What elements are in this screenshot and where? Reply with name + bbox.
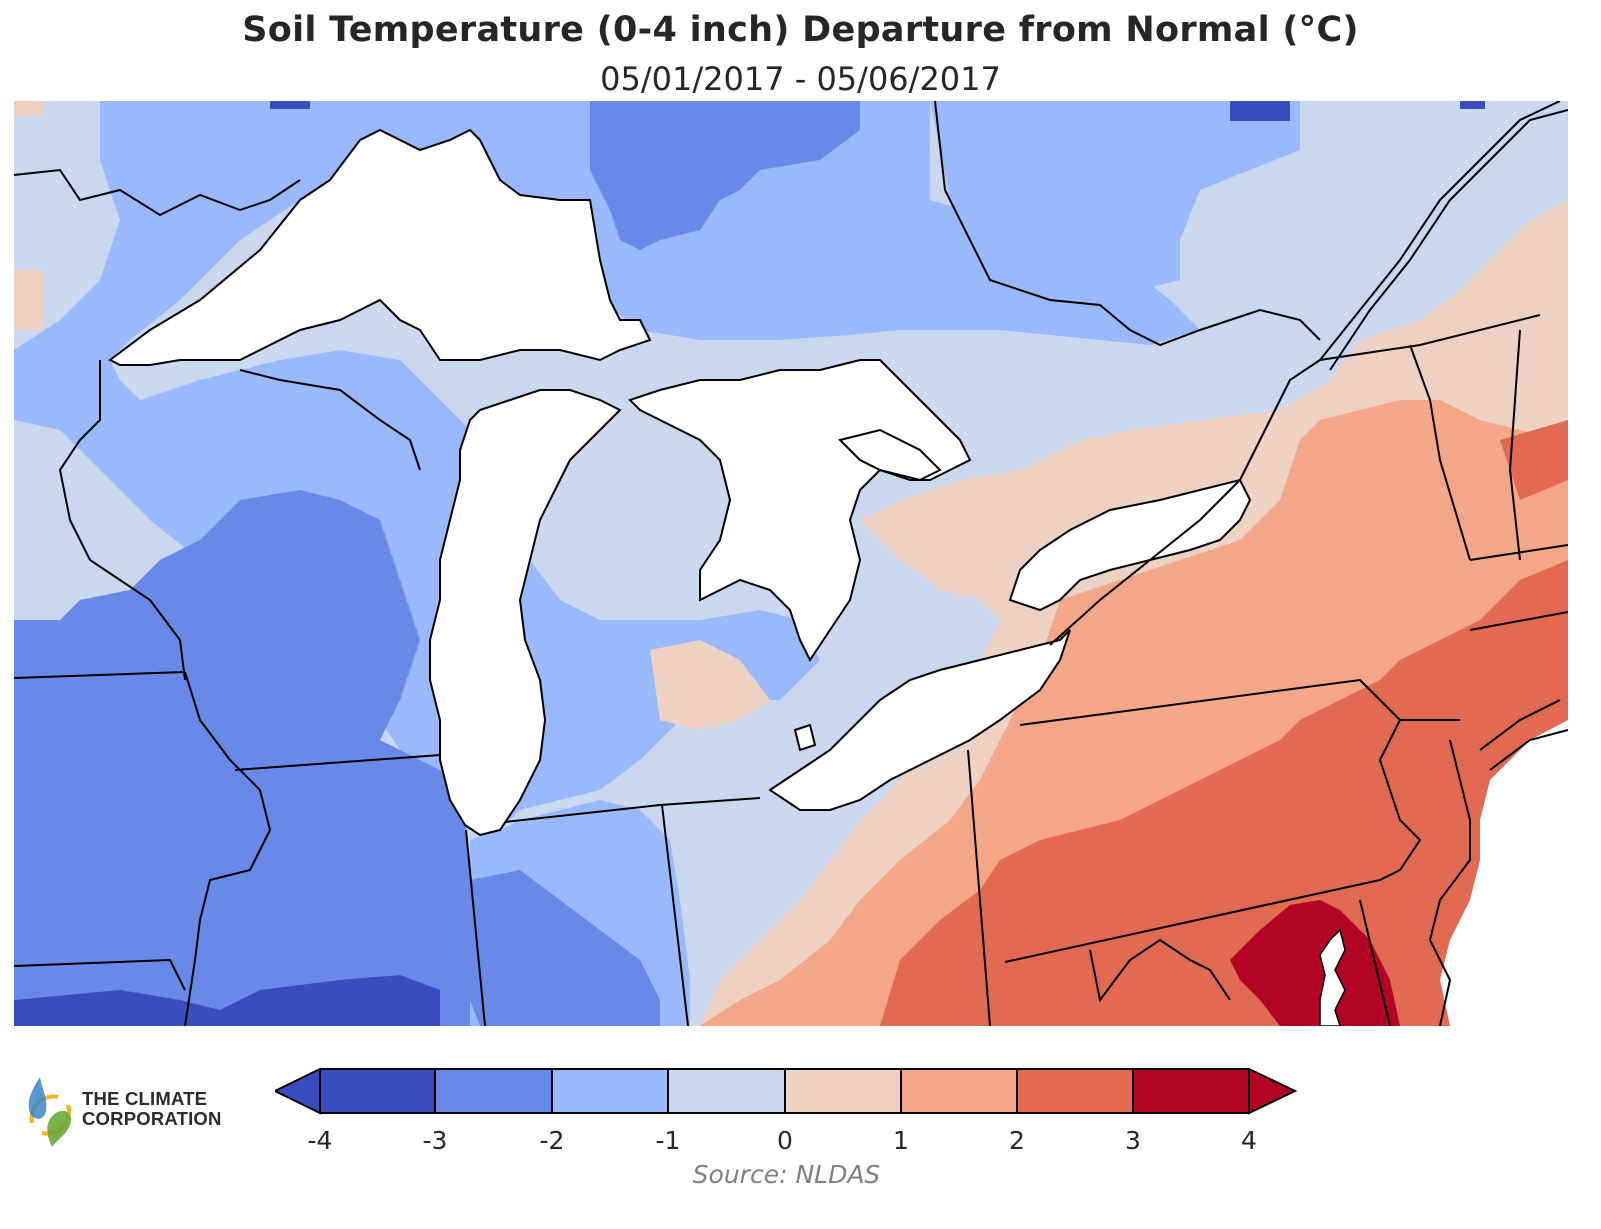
- colorbar-tick: 3: [1125, 1126, 1141, 1155]
- colorbar-bin-1: [319, 1068, 436, 1114]
- colorbar-extend-low: [272, 1067, 321, 1115]
- region-3-4: [1230, 900, 1400, 1026]
- lake-superior: [108, 128, 652, 366]
- soil-temperature-map: [14, 101, 1568, 1026]
- colorbar-tick: -3: [422, 1126, 448, 1155]
- colorbar-bin-4: [667, 1068, 786, 1114]
- colorbar-tick: 0: [777, 1126, 793, 1155]
- logo-line-2: CORPORATION: [82, 1108, 222, 1129]
- lake-ontario: [1008, 478, 1252, 612]
- lake-erie: [768, 629, 1071, 811]
- colorbar-bin-8: [1132, 1068, 1250, 1114]
- colorbar-bin-6: [900, 1068, 1018, 1114]
- colorbar-tick: 1: [893, 1126, 909, 1155]
- colorbar-bin-2: [434, 1068, 553, 1114]
- region-minus3-minus2-ontario: [590, 101, 860, 250]
- great-lakes: [108, 128, 1252, 837]
- logo-line-1: THE CLIMATE: [82, 1088, 208, 1109]
- colorbar-extend-high: [1248, 1067, 1298, 1115]
- region-2-3: [880, 560, 1568, 1026]
- colorbar-tick: 4: [1241, 1126, 1257, 1155]
- logo-leaf-icon: [28, 1077, 72, 1147]
- climate-corporation-logo: THE CLIMATE CORPORATION: [22, 1075, 252, 1150]
- map-title: Soil Temperature (0-4 inch) Departure fr…: [242, 10, 1359, 50]
- colorbar-bin-7: [1016, 1068, 1134, 1114]
- region-minus3-minus2-midwest: [14, 490, 470, 1026]
- colorbar-tick: 2: [1009, 1126, 1025, 1155]
- colorbar-bin-5: [784, 1068, 902, 1114]
- borders: [14, 101, 1568, 1026]
- colorbar-bin-3: [551, 1068, 669, 1114]
- lake-michigan: [429, 389, 622, 837]
- colorbar-tick: -2: [539, 1126, 565, 1155]
- data-source-label: Source: NLDAS: [692, 1160, 881, 1189]
- colorbar-tick: -1: [655, 1126, 681, 1155]
- colorbar: [272, 1067, 1325, 1138]
- colorbar-tick: -4: [307, 1126, 333, 1155]
- region-minus4-minus3: [14, 975, 440, 1026]
- date-range-subtitle: 05/01/2017 - 05/06/2017: [600, 60, 1001, 98]
